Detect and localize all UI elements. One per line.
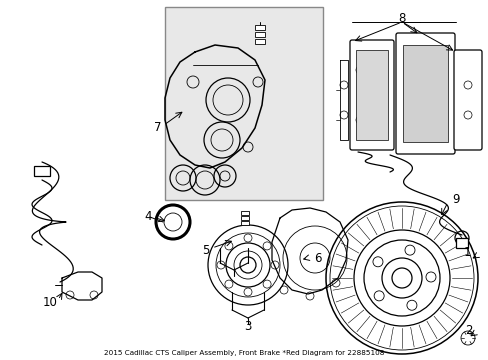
FancyBboxPatch shape [349, 40, 393, 150]
FancyBboxPatch shape [453, 50, 481, 150]
Bar [241, 221, 248, 225]
Text: 7: 7 [154, 121, 162, 135]
Text: 5: 5 [202, 243, 209, 256]
Bar [455, 238, 467, 248]
Bar [254, 32, 264, 37]
Text: 10: 10 [42, 296, 57, 309]
Text: 4: 4 [144, 211, 151, 224]
Bar [254, 39, 264, 44]
Bar [241, 211, 248, 215]
Bar [254, 25, 264, 30]
Text: 8: 8 [398, 12, 405, 24]
Bar [34, 166, 50, 176]
Text: 9: 9 [451, 193, 459, 207]
Bar [164, 7, 323, 200]
Text: 2015 Cadillac CTS Caliper Assembly, Front Brake *Red Diagram for 22885108: 2015 Cadillac CTS Caliper Assembly, Fron… [104, 350, 384, 356]
Text: 6: 6 [314, 252, 321, 265]
Bar [402, 45, 447, 142]
Text: 1: 1 [462, 247, 470, 260]
Bar [241, 216, 248, 220]
Bar [355, 50, 387, 140]
FancyBboxPatch shape [395, 33, 454, 154]
Text: 3: 3 [244, 320, 251, 333]
Text: 2: 2 [464, 324, 472, 337]
